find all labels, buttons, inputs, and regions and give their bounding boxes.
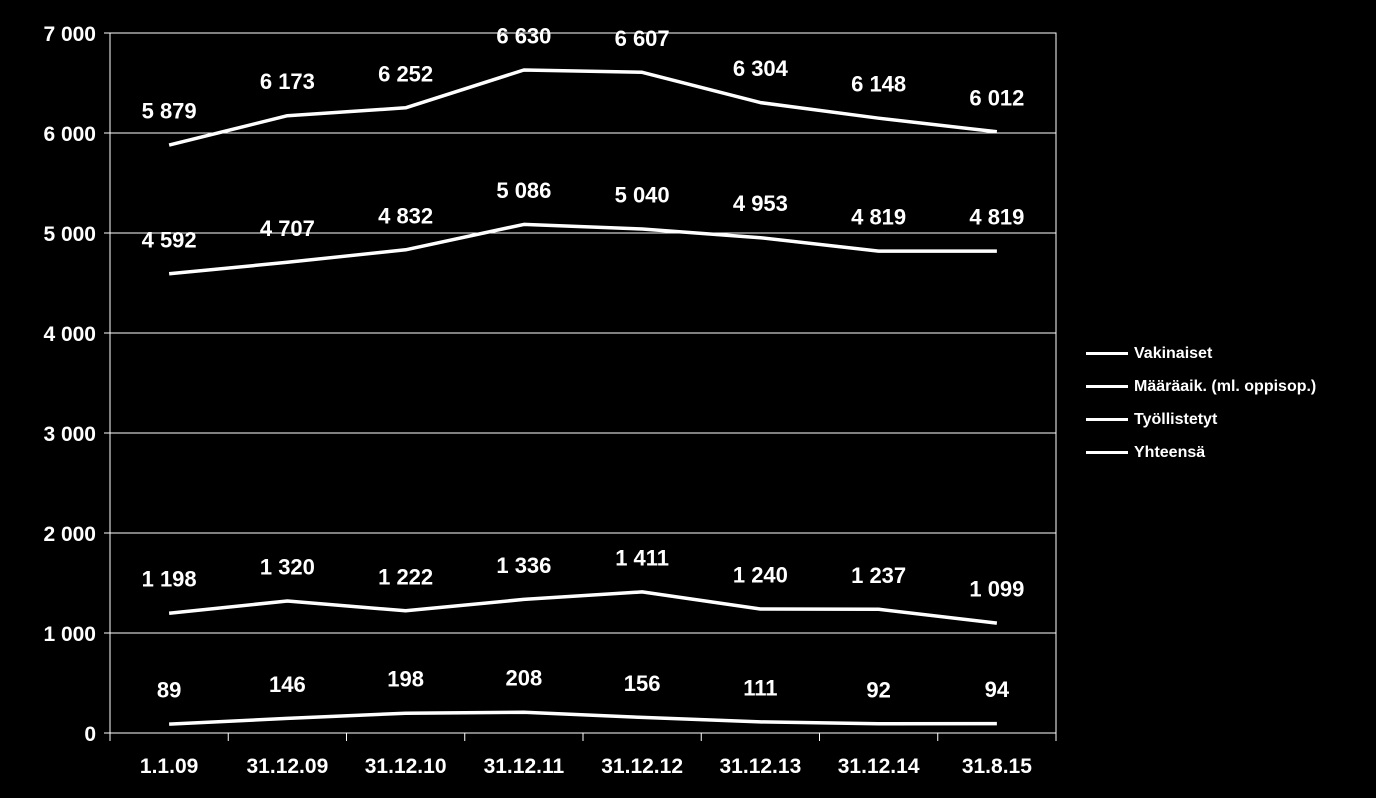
- data-label: 92: [866, 677, 890, 702]
- y-tick-label: 0: [84, 723, 96, 746]
- data-label: 1 099: [969, 577, 1024, 602]
- data-label: 94: [985, 677, 1010, 702]
- data-label: 6 304: [733, 56, 789, 81]
- x-tick-label: 1.1.09: [140, 755, 198, 778]
- data-label: 1 198: [142, 567, 197, 592]
- legend-item-vakinaiset: Vakinaiset: [1086, 337, 1376, 370]
- data-label: 5 086: [496, 178, 551, 203]
- data-label: 4 832: [378, 203, 433, 228]
- data-label: 4 592: [142, 227, 197, 252]
- y-tick-label: 4 000: [43, 323, 96, 346]
- legend-swatch: [1086, 418, 1128, 421]
- data-label: 6 012: [969, 85, 1024, 110]
- data-label: 111: [743, 675, 777, 700]
- data-label: 4 707: [260, 216, 315, 241]
- series-line-2: [168, 590, 998, 625]
- data-label: 5 879: [142, 99, 197, 124]
- data-labels: 4 592 4 707 4 832 5 086 5 040 4 953 4 819 4 819…: [142, 24, 1025, 703]
- data-label: 89: [157, 678, 181, 703]
- data-label: 1 411: [615, 545, 669, 570]
- data-label: 1 240: [733, 563, 788, 588]
- y-tick-label: 5 000: [43, 223, 96, 246]
- data-label: 6 252: [378, 61, 433, 86]
- y-tick-label: 7 000: [43, 23, 96, 46]
- data-label: 1 336: [496, 553, 551, 578]
- x-tick-label: 31.12.09: [247, 755, 329, 778]
- x-tick-label: 31.8.15: [962, 755, 1032, 778]
- y-tick-label: 3 000: [43, 423, 96, 446]
- gridlines: [110, 132, 1056, 634]
- series-lines: [168, 68, 998, 726]
- legend-item-tyollistetyt: Työllistetyt: [1086, 403, 1376, 436]
- legend-label: Työllistetyt: [1134, 410, 1218, 428]
- series-line-1: [168, 222, 997, 276]
- data-label: 198: [387, 667, 424, 692]
- data-label: 6 173: [260, 69, 315, 94]
- x-tick-label: 31.12.11: [484, 755, 565, 778]
- data-label: 156: [624, 671, 661, 696]
- axes: 0 1 000 2 000 3 000 4 000 5 000 6 000 7 000 1.1.…: [43, 23, 1057, 778]
- legend-swatch: [1086, 352, 1128, 355]
- data-label: 1 237: [851, 563, 906, 588]
- legend-label: Vakinaiset: [1134, 344, 1213, 362]
- legend-item-yhteensa: Yhteensä: [1086, 436, 1376, 469]
- y-tick-label: 1 000: [43, 623, 96, 646]
- x-tick-label: 31.12.12: [601, 755, 683, 778]
- data-label: 1 320: [260, 555, 315, 580]
- legend-label: Yhteensä: [1134, 443, 1206, 461]
- data-label: 146: [269, 672, 306, 697]
- legend-swatch: [1086, 451, 1128, 454]
- data-label: 4 819: [969, 205, 1024, 230]
- data-label: 1 222: [378, 564, 433, 589]
- y-tick-label: 2 000: [43, 523, 96, 546]
- x-tick-label: 31.12.14: [838, 755, 920, 778]
- legend-swatch: [1086, 385, 1128, 388]
- data-label: 6 607: [615, 26, 670, 51]
- data-label: 4 953: [733, 191, 788, 216]
- plot-area: [109, 32, 1057, 734]
- data-label: 6 630: [496, 24, 551, 49]
- legend-item-maaraaik: Määräaik. (ml. oppisop.): [1086, 370, 1376, 403]
- data-label: 5 040: [615, 183, 670, 208]
- y-tick-label: 6 000: [43, 123, 96, 146]
- series-line-4: [168, 68, 998, 147]
- legend-label: Määräaik. (ml. oppisop.): [1134, 377, 1317, 395]
- data-label: 208: [506, 666, 543, 691]
- data-label: 4 819: [851, 205, 906, 230]
- legend: Vakinaiset Määräaik. (ml. oppisop.) Työl…: [1086, 337, 1376, 469]
- x-tick-label: 31.12.13: [720, 755, 802, 778]
- series-line-3: [169, 710, 997, 726]
- x-tick-label: 31.12.10: [365, 755, 447, 778]
- data-label: 6 148: [851, 72, 906, 97]
